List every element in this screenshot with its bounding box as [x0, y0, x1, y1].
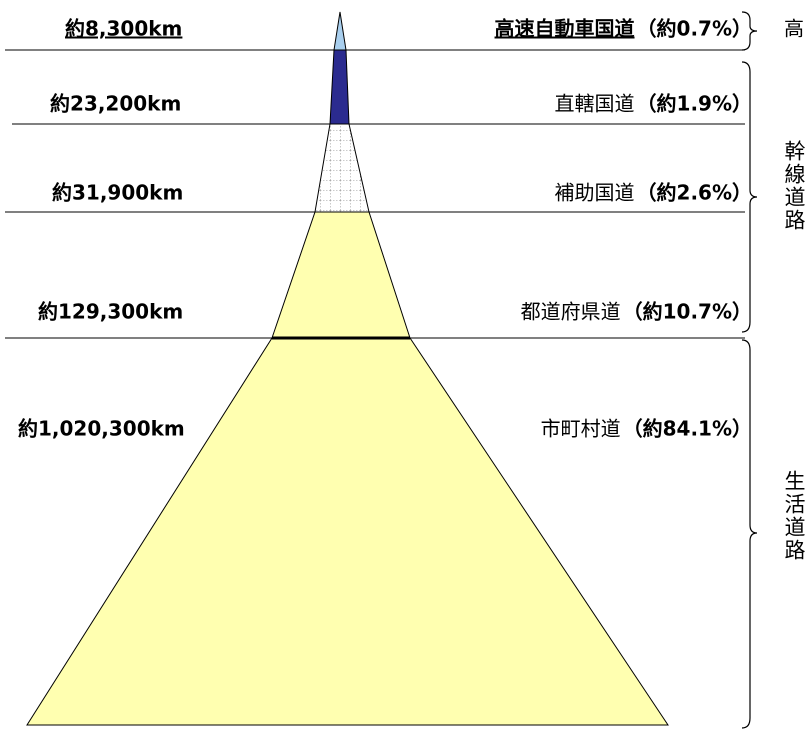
tier-expressway	[333, 11, 347, 51]
share-label: （約1.9%）	[637, 92, 752, 116]
brace	[741, 11, 758, 51]
length-label: 約1,020,300km	[18, 417, 185, 441]
brace	[741, 61, 758, 333]
tier-subsidiary-national	[314, 123, 370, 213]
share-label: （約2.6%）	[637, 181, 752, 205]
share-label: （約0.7%）	[637, 17, 752, 41]
group-label: 幹線道路	[782, 140, 806, 232]
length-label: 約129,300km	[38, 300, 183, 324]
share-label: （約10.7%）	[623, 300, 752, 324]
tier-municipal	[26, 337, 669, 726]
road-type-label: 都道府県道	[521, 300, 621, 324]
road-type-label: 市町村道	[541, 417, 621, 441]
length-label: 約23,200km	[50, 92, 181, 116]
tier-direct-national	[329, 49, 350, 125]
brace	[741, 339, 758, 729]
length-label: 約31,900km	[52, 181, 183, 205]
pyramid	[26, 11, 669, 726]
share-label: （約84.1%）	[623, 417, 752, 441]
road-type-label: 高速自動車国道	[495, 17, 635, 41]
group-label: 生活道路	[782, 470, 806, 562]
road-type-label: 直轄国道	[555, 92, 635, 116]
length-label: 約8,300km	[65, 17, 182, 41]
group-label: 高	[784, 17, 804, 41]
tier-prefectural	[271, 211, 411, 339]
braces	[741, 11, 758, 729]
road-type-label: 補助国道	[555, 181, 635, 205]
